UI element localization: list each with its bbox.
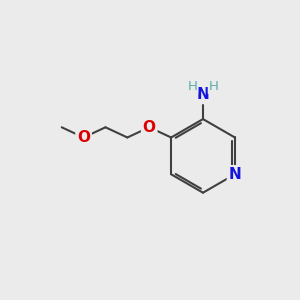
Text: O: O — [77, 130, 90, 145]
Text: N: N — [229, 167, 241, 182]
Text: O: O — [143, 120, 156, 135]
Text: H: H — [188, 80, 198, 93]
Text: H: H — [208, 80, 218, 93]
Text: N: N — [196, 87, 209, 102]
